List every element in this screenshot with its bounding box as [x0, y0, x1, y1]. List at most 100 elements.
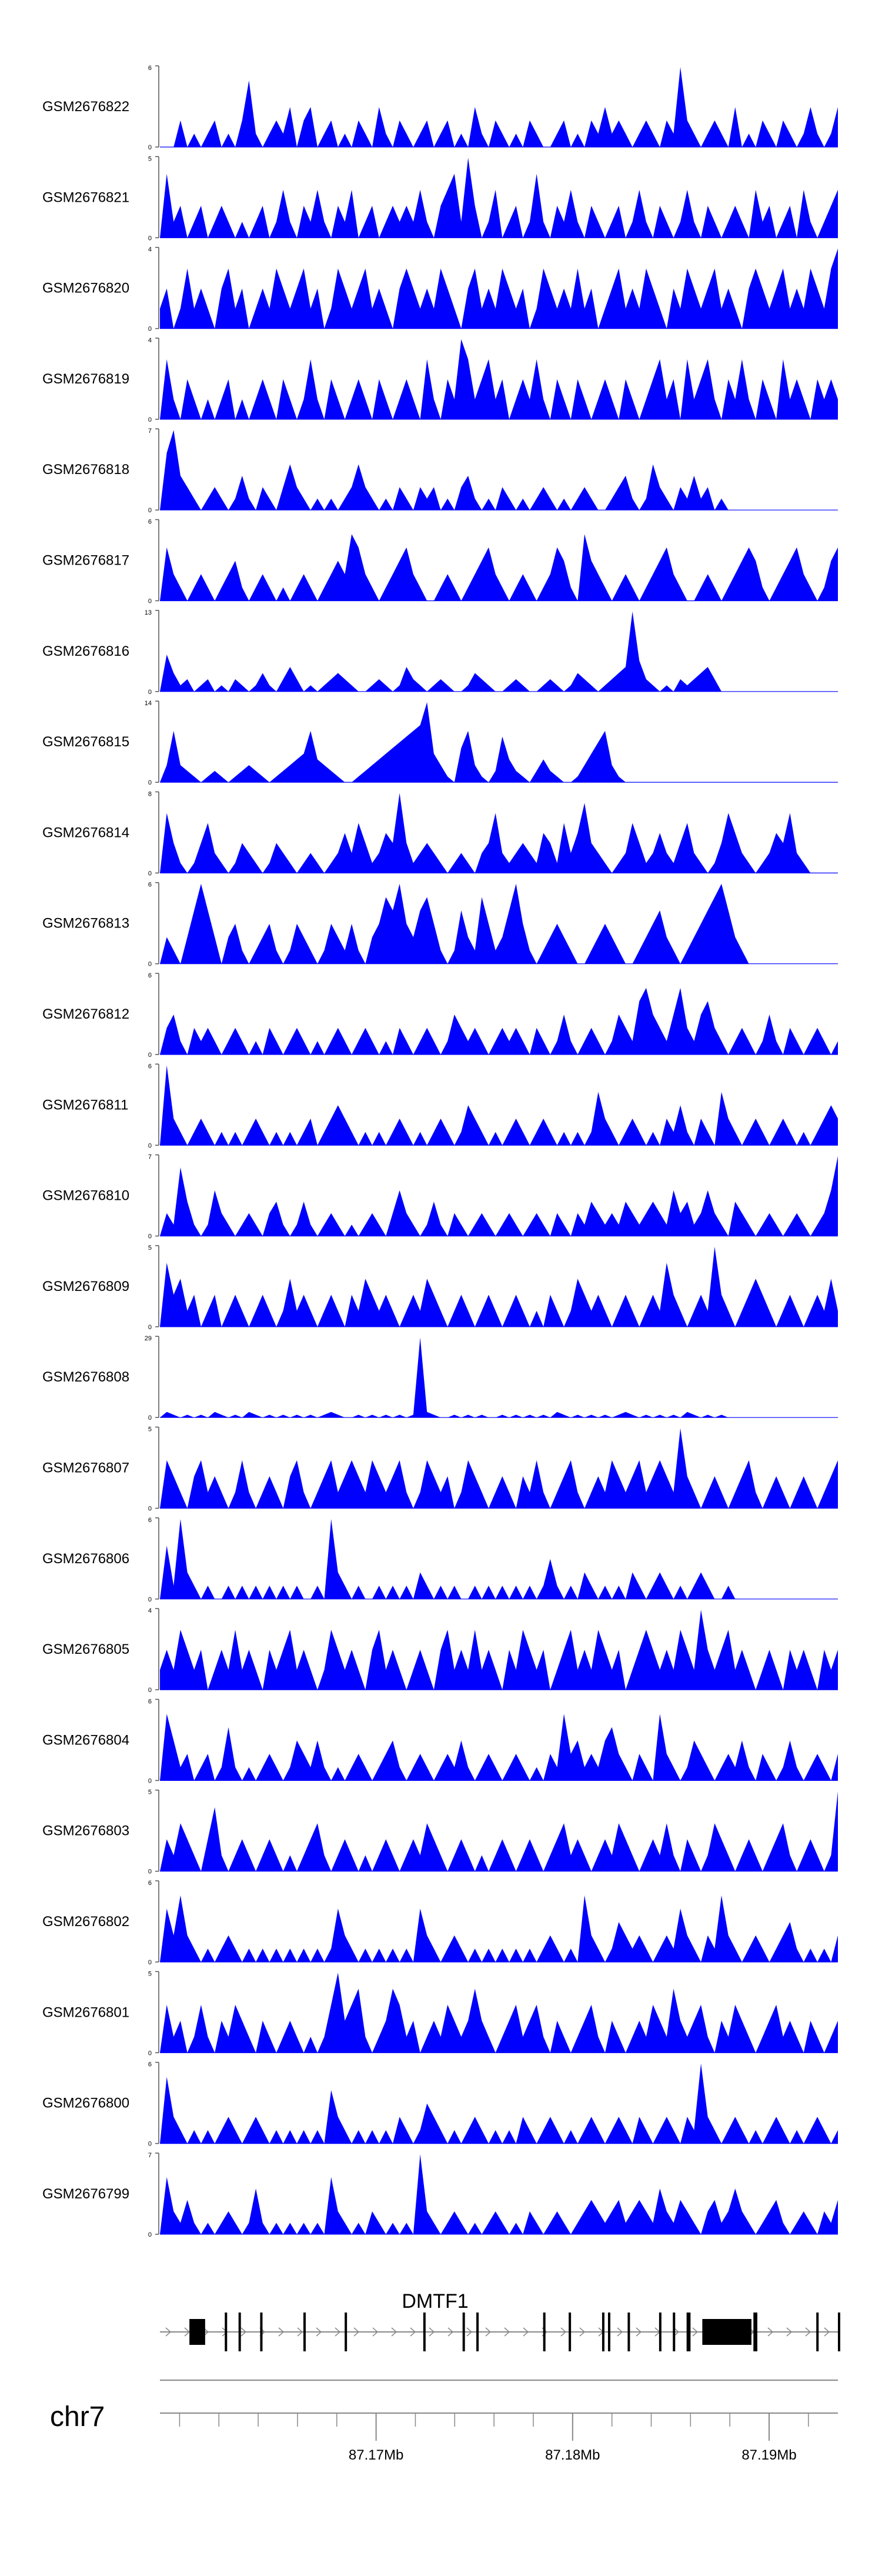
exon — [476, 2313, 479, 2351]
track-ymax-label: 6 — [148, 65, 152, 72]
strand-arrow-icon — [523, 2327, 529, 2337]
exon — [303, 2313, 306, 2351]
exon — [627, 2313, 630, 2351]
track-ymin-label: 0 — [148, 1414, 152, 1422]
track-label: GSM2676807 — [42, 1460, 129, 1476]
strand-arrow-icon — [335, 2327, 341, 2337]
coverage-area — [160, 1246, 838, 1327]
exon — [569, 2313, 572, 2351]
track-ymin-label: 0 — [148, 144, 152, 151]
track-ymin-label: 0 — [148, 961, 152, 968]
exon — [462, 2313, 465, 2351]
track-ymin-label: 0 — [148, 1868, 152, 1876]
coverage-area — [160, 2154, 838, 2234]
track-ymax-label: 5 — [148, 1426, 152, 1433]
exon — [816, 2313, 819, 2351]
coverage-area — [160, 1610, 838, 1690]
track-label: GSM2676814 — [42, 825, 129, 840]
track-ymin-label: 0 — [148, 1596, 152, 1603]
track-ymin-label: 0 — [148, 1777, 152, 1784]
track-ymax-label: 5 — [148, 155, 152, 162]
exon — [189, 2319, 205, 2345]
gene-track: DMTF1 — [160, 2290, 840, 2351]
track-label: GSM2676806 — [42, 1551, 129, 1567]
strand-arrow-icon — [429, 2327, 435, 2337]
track-ymin-label: 0 — [148, 1959, 152, 1966]
track-ymin-label: 0 — [148, 1052, 152, 1059]
exon — [423, 2313, 426, 2351]
chromosome-label: chr7 — [50, 2401, 105, 2432]
track-ymax-label: 6 — [148, 1880, 152, 1887]
strand-arrow-icon — [692, 2327, 699, 2337]
strand-arrow-icon — [579, 2327, 586, 2337]
track-ymax-label: 6 — [148, 1517, 152, 1524]
track-label: GSM2676801 — [42, 2004, 129, 2020]
coverage-area — [160, 1791, 838, 1871]
track-label: GSM2676813 — [42, 916, 129, 932]
coverage-area — [160, 702, 838, 783]
track-ymin-label: 0 — [148, 779, 152, 786]
track-label: GSM2676802 — [42, 1914, 129, 1930]
strand-arrow-icon — [786, 2327, 793, 2337]
exon — [225, 2313, 228, 2351]
track-GSM2676812: GSM2676812 6 0 — [42, 972, 838, 1059]
track-label: GSM2676816 — [42, 643, 129, 659]
coverage-area — [160, 67, 838, 147]
track-ymin-label: 0 — [148, 1324, 152, 1331]
track-label: GSM2676800 — [42, 2095, 129, 2111]
track-ymax-label: 6 — [148, 519, 152, 526]
track-label: GSM2676804 — [42, 1732, 129, 1748]
track-label: GSM2676803 — [42, 1823, 129, 1839]
coverage-area — [160, 1428, 838, 1509]
strand-arrow-icon — [240, 2327, 247, 2337]
track-GSM2676822: GSM2676822 6 0 — [42, 65, 838, 151]
track-GSM2676802: GSM2676802 6 0 — [42, 1880, 838, 1966]
coverage-area — [160, 1337, 838, 1418]
exon — [838, 2313, 840, 2351]
track-label: GSM2676821 — [42, 189, 129, 205]
track-GSM2676799: GSM2676799 7 0 — [42, 2152, 838, 2238]
exon — [345, 2313, 348, 2351]
strand-arrow-icon — [767, 2327, 774, 2337]
track-GSM2676817: GSM2676817 6 0 — [42, 519, 838, 605]
axis-tick-label: 87.17Mb — [349, 2447, 403, 2463]
coverage-area — [160, 158, 838, 238]
track-label: GSM2676809 — [42, 1279, 129, 1294]
exon — [702, 2319, 751, 2345]
track-GSM2676807: GSM2676807 5 0 — [42, 1426, 838, 1513]
track-GSM2676813: GSM2676813 6 0 — [42, 882, 838, 968]
track-ymin-label: 0 — [148, 598, 152, 605]
coverage-area — [160, 611, 838, 692]
coverage-area — [160, 1065, 838, 1146]
track-GSM2676820: GSM2676820 4 0 — [42, 246, 838, 333]
track-GSM2676800: GSM2676800 6 0 — [42, 2061, 838, 2148]
track-ymin-label: 0 — [148, 1142, 152, 1149]
track-ymax-label: 7 — [148, 428, 152, 435]
strand-arrow-icon — [560, 2327, 567, 2337]
track-label: GSM2676820 — [42, 281, 129, 296]
track-label: GSM2676819 — [42, 371, 129, 387]
coverage-area — [160, 1973, 838, 2053]
genome-axis: chr7 87.17Mb 87.18Mb 87.19Mb — [50, 2380, 838, 2463]
track-ymin-label: 0 — [148, 1687, 152, 1694]
exon — [238, 2313, 241, 2351]
track-ymin-label: 0 — [148, 1233, 152, 1240]
strand-arrow-icon — [617, 2327, 623, 2337]
exon — [686, 2313, 691, 2351]
track-GSM2676821: GSM2676821 5 0 — [42, 155, 838, 242]
track-ymax-label: 6 — [148, 972, 152, 979]
track-ymax-label: 5 — [148, 1970, 152, 1977]
track-ymin-label: 0 — [148, 507, 152, 514]
track-ymax-label: 6 — [148, 1063, 152, 1070]
exon — [753, 2313, 757, 2351]
track-ymax-label: 29 — [145, 1335, 152, 1342]
track-GSM2676804: GSM2676804 6 0 — [42, 1698, 838, 1784]
track-GSM2676811: GSM2676811 6 0 — [42, 1063, 838, 1149]
coverage-area — [160, 1714, 838, 1781]
strand-arrow-icon — [316, 2327, 322, 2337]
strand-arrow-icon — [297, 2327, 303, 2337]
track-ymax-label: 6 — [148, 882, 152, 889]
track-ymax-label: 13 — [145, 609, 152, 616]
track-label: GSM2676805 — [42, 1641, 129, 1657]
track-GSM2676815: GSM2676815 14 0 — [42, 700, 838, 786]
